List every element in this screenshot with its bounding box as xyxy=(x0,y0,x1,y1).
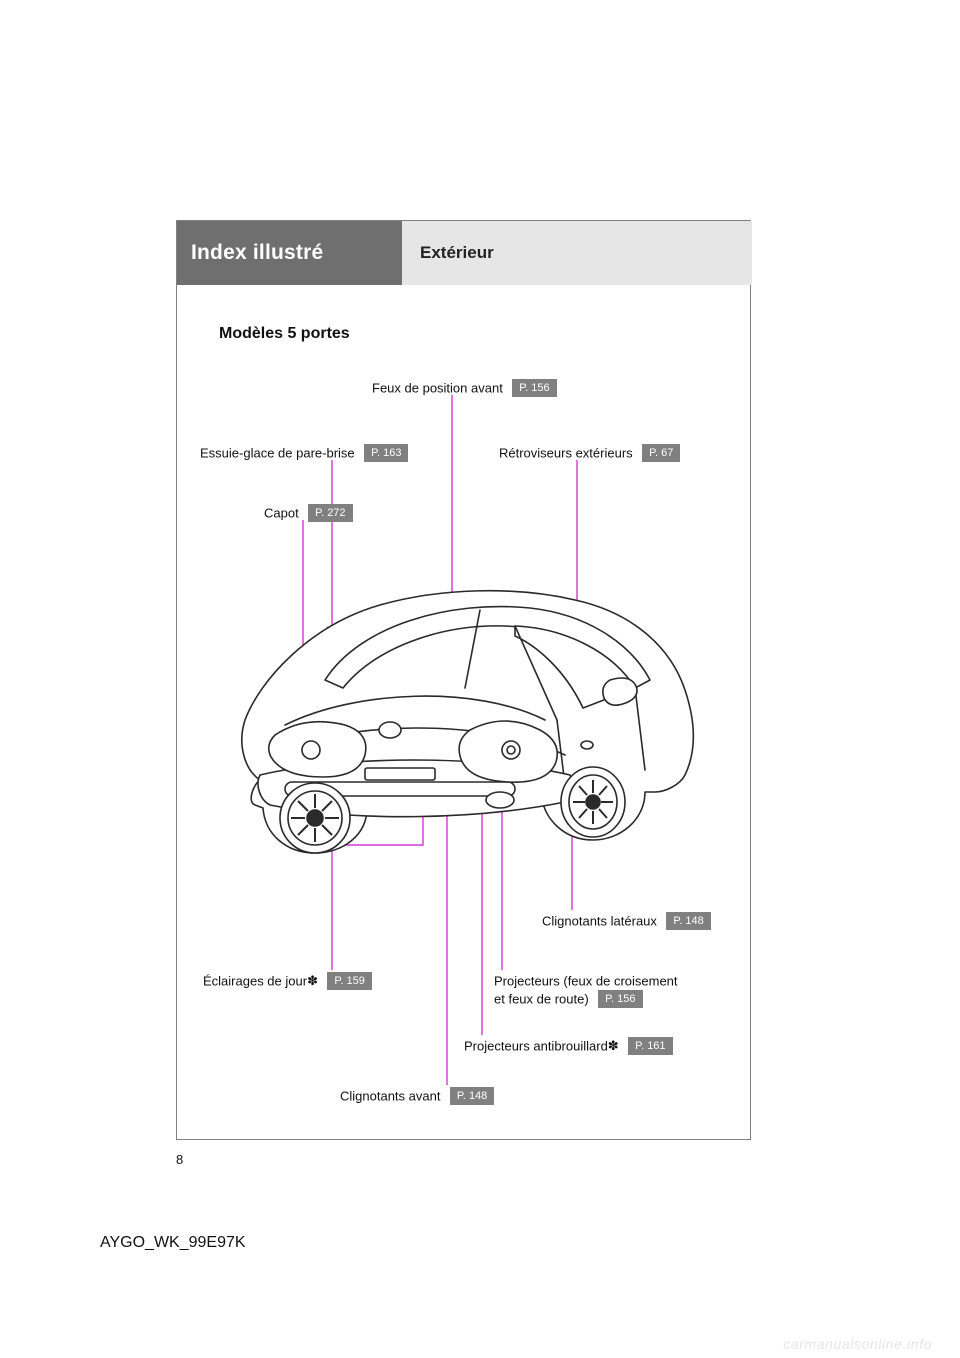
callout-eclairages-jour: Éclairages de jour✽ P. 159 xyxy=(203,972,372,990)
header-subsection-title: Extérieur xyxy=(402,221,752,285)
callout-label: Capot xyxy=(264,506,299,521)
header-section-text: Index illustré xyxy=(191,241,323,265)
page-body: Modèles 5 portes xyxy=(177,285,750,1139)
manual-page: Index illustré Extérieur Modèles 5 porte… xyxy=(0,0,960,1358)
callout-clignotants-avant: Clignotants avant P. 148 xyxy=(340,1087,494,1105)
callout-feux-position: Feux de position avant P. 156 xyxy=(372,379,557,397)
callout-label: Rétroviseurs extérieurs xyxy=(499,446,633,461)
page-ref[interactable]: P. 156 xyxy=(598,990,642,1008)
page-ref[interactable]: P. 161 xyxy=(628,1037,672,1055)
car-illustration xyxy=(215,570,715,860)
callout-label: Clignotants avant xyxy=(340,1089,440,1104)
watermark: carmanualsonline.info xyxy=(783,1336,932,1352)
page-ref[interactable]: P. 148 xyxy=(666,912,710,930)
callout-clignotants-lateraux: Clignotants latéraux P. 148 xyxy=(542,912,711,930)
callout-label: Essuie-glace de pare-brise xyxy=(200,446,355,461)
footnote-star: ✽ xyxy=(307,973,318,988)
page-ref[interactable]: P. 156 xyxy=(512,379,556,397)
callout-label: Feux de position avant xyxy=(372,381,503,396)
callout-label: Clignotants latéraux xyxy=(542,914,657,929)
page-ref[interactable]: P. 272 xyxy=(308,504,352,522)
callout-essuie-glace: Essuie-glace de pare-brise P. 163 xyxy=(200,444,408,462)
header: Index illustré Extérieur xyxy=(177,221,750,285)
header-subsection-text: Extérieur xyxy=(420,243,494,263)
callout-antibrouillard: Projecteurs antibrouillard✽ P. 161 xyxy=(464,1037,673,1055)
header-section-title: Index illustré xyxy=(177,221,402,285)
page-ref[interactable]: P. 67 xyxy=(642,444,680,462)
content-frame: Index illustré Extérieur Modèles 5 porte… xyxy=(176,220,751,1140)
callout-projecteurs: Projecteurs (feux de croisement et feux … xyxy=(494,972,734,1008)
page-ref[interactable]: P. 148 xyxy=(450,1087,494,1105)
document-id: AYGO_WK_99E97K xyxy=(100,1234,246,1252)
callout-label: Projecteurs antibrouillard xyxy=(464,1039,608,1054)
callout-label-line2: et feux de route) xyxy=(494,992,589,1007)
callout-label: Éclairages de jour xyxy=(203,974,307,989)
callout-label-line1: Projecteurs (feux de croisement xyxy=(494,973,678,988)
callout-capot: Capot P. 272 xyxy=(264,504,353,522)
page-ref[interactable]: P. 163 xyxy=(364,444,408,462)
page-number: 8 xyxy=(176,1152,183,1167)
page-ref[interactable]: P. 159 xyxy=(327,972,371,990)
footnote-star: ✽ xyxy=(608,1038,619,1053)
callout-retroviseurs: Rétroviseurs extérieurs P. 67 xyxy=(499,444,680,462)
